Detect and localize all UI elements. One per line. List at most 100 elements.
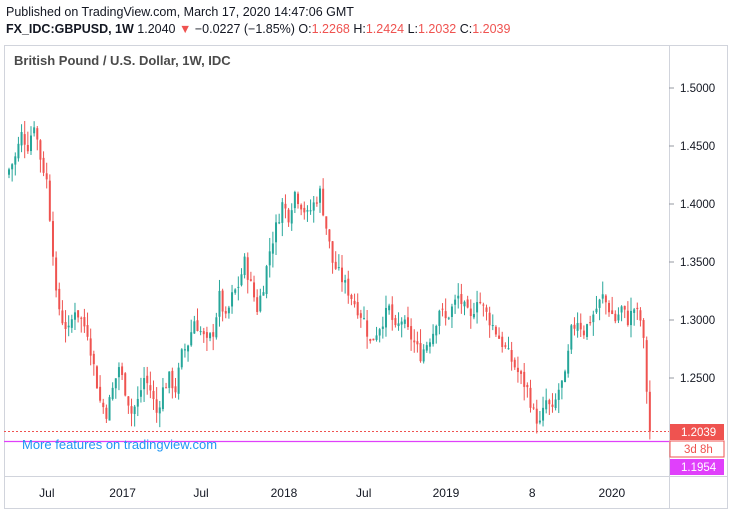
candle-body[interactable] (340, 267, 343, 283)
candle-body[interactable] (598, 299, 601, 308)
candle-body[interactable] (180, 349, 183, 368)
candle-body[interactable] (8, 169, 10, 175)
candle-body[interactable] (410, 326, 413, 340)
candle-body[interactable] (523, 371, 526, 387)
candle-body[interactable] (253, 282, 256, 298)
candle-body[interactable] (331, 241, 334, 263)
candle-body[interactable] (14, 156, 17, 165)
candle-body[interactable] (77, 310, 80, 318)
price-axis[interactable]: 1.5000 1.4500 1.4000 1.3500 1.3000 1.2500 (669, 83, 715, 385)
candle-body[interactable] (139, 390, 142, 397)
candle-body[interactable] (177, 367, 180, 394)
candle-body[interactable] (168, 371, 171, 388)
candle-body[interactable] (454, 299, 457, 305)
candle-body[interactable] (372, 338, 375, 341)
candle-body[interactable] (256, 297, 259, 312)
candle-body[interactable] (538, 420, 541, 423)
candle-body[interactable] (293, 192, 296, 209)
candle-body[interactable] (86, 325, 89, 337)
candle-body[interactable] (42, 157, 45, 173)
candle-body[interactable] (11, 164, 14, 170)
candle-body[interactable] (447, 317, 450, 319)
candle-body[interactable] (127, 396, 130, 406)
candle-body[interactable] (281, 202, 284, 223)
candle-body[interactable] (33, 127, 36, 134)
candle-body[interactable] (51, 221, 54, 257)
candle-body[interactable] (428, 342, 431, 347)
candle-body[interactable] (378, 329, 381, 336)
candle-body[interactable] (564, 371, 567, 383)
candle-body[interactable] (441, 308, 444, 310)
candle-body[interactable] (406, 317, 409, 328)
candle-body[interactable] (183, 349, 186, 351)
candle-body[interactable] (529, 387, 532, 408)
candle-body[interactable] (149, 385, 152, 391)
candle-body[interactable] (542, 407, 545, 421)
candle-body[interactable] (579, 322, 582, 330)
candle-body[interactable] (476, 302, 479, 313)
candle-body[interactable] (592, 314, 595, 323)
candle-body[interactable] (45, 173, 48, 180)
candle-body[interactable] (513, 359, 516, 368)
candle-body[interactable] (312, 202, 315, 211)
candle-body[interactable] (328, 229, 331, 242)
candle-body[interactable] (501, 336, 504, 347)
candle-body[interactable] (190, 332, 193, 346)
candle-body[interactable] (551, 404, 554, 407)
candle-body[interactable] (55, 257, 58, 291)
candle-body[interactable] (29, 135, 32, 152)
candle-body[interactable] (165, 387, 168, 389)
candle-body[interactable] (262, 292, 265, 296)
candle-body[interactable] (199, 331, 202, 333)
candle-body[interactable] (639, 310, 642, 321)
candle-body[interactable] (498, 335, 501, 339)
candle-body[interactable] (589, 321, 592, 324)
candle-body[interactable] (388, 305, 391, 311)
candle-body[interactable] (114, 378, 117, 389)
candle-body[interactable] (105, 407, 108, 419)
candle-body[interactable] (633, 309, 636, 313)
candle-body[interactable] (601, 294, 604, 299)
candle-body[interactable] (287, 209, 290, 223)
candle-body[interactable] (403, 319, 406, 324)
candle-body[interactable] (488, 312, 491, 326)
candle-body[interactable] (482, 304, 485, 306)
candle-body[interactable] (344, 280, 347, 283)
candle-body[interactable] (560, 380, 563, 388)
candle-body[interactable] (479, 301, 482, 303)
candle-body[interactable] (146, 375, 149, 384)
candle-body[interactable] (337, 267, 340, 269)
candle-body[interactable] (623, 305, 626, 310)
candle-body[interactable] (121, 366, 124, 375)
candle-body[interactable] (102, 402, 105, 408)
candle-body[interactable] (202, 331, 205, 335)
candle-body[interactable] (309, 210, 312, 212)
candle-body[interactable] (384, 307, 387, 328)
candle-body[interactable] (155, 399, 158, 413)
candle-body[interactable] (136, 398, 139, 407)
candle-body[interactable] (350, 294, 353, 299)
candle-body[interactable] (645, 340, 648, 392)
candle-body[interactable] (526, 384, 529, 388)
candle-body[interactable] (353, 300, 356, 305)
candle-body[interactable] (48, 180, 51, 221)
candle-body[interactable] (209, 333, 212, 339)
candle-body[interactable] (249, 279, 252, 281)
candle-body[interactable] (394, 318, 397, 326)
candle-body[interactable] (171, 370, 174, 389)
candle-body[interactable] (83, 317, 86, 327)
candle-body[interactable] (108, 397, 111, 421)
candle-body[interactable] (422, 349, 425, 362)
candle-body[interactable] (196, 320, 199, 331)
candle-body[interactable] (400, 321, 403, 325)
candle-body[interactable] (460, 294, 463, 305)
candle-body[interactable] (444, 311, 447, 319)
candle-body[interactable] (300, 204, 303, 210)
candle-body[interactable] (507, 348, 510, 350)
candle-body[interactable] (58, 288, 61, 310)
candle-body[interactable] (265, 266, 268, 295)
candle-body[interactable] (573, 324, 576, 329)
candle-body[interactable] (224, 311, 227, 314)
candle-body[interactable] (246, 257, 249, 280)
candle-body[interactable] (450, 306, 453, 317)
